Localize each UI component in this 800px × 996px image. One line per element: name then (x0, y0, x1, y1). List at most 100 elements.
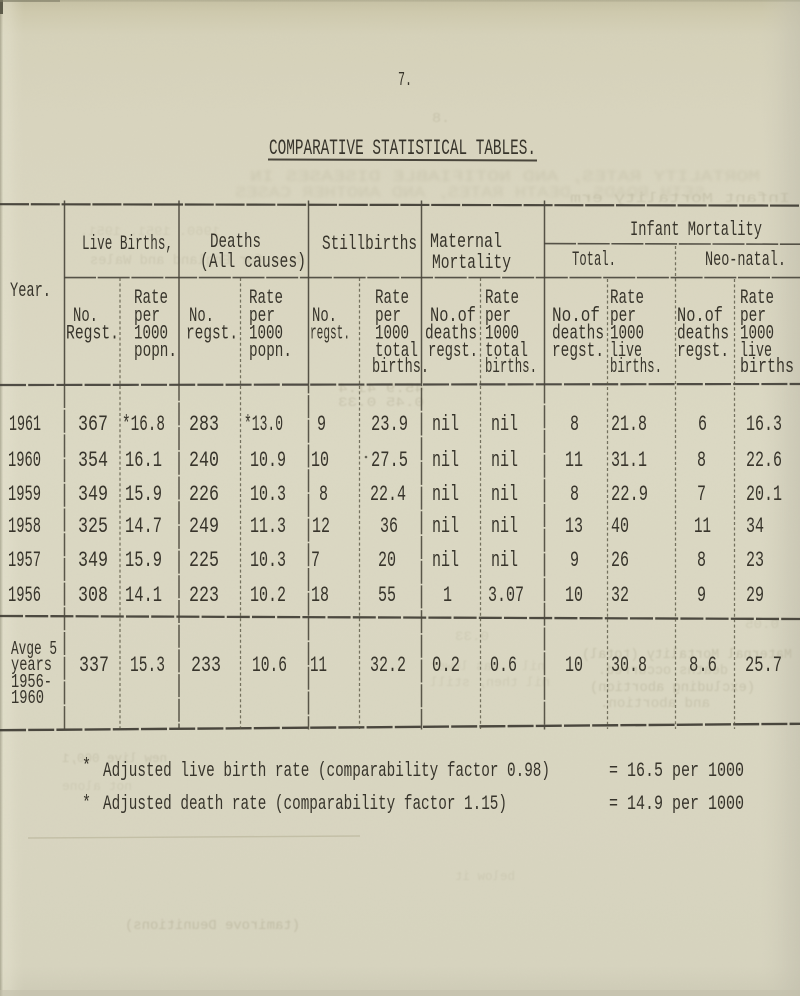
svg-text:Live Births,: Live Births, (82, 233, 173, 256)
svg-text:20: 20 (378, 548, 396, 573)
svg-text:15.3: 15.3 (130, 653, 165, 678)
svg-text:27.5: 27.5 (371, 448, 408, 473)
svg-text:349: 349 (78, 548, 108, 573)
svg-text:below it: below it (455, 869, 515, 884)
svg-text:21.8: 21.8 (611, 412, 647, 437)
svg-text:10: 10 (565, 653, 583, 678)
svg-text:MORTALITY RATES, AND NOTIFIABL: MORTALITY RATES, AND NOTIFIABLE DISEASES… (250, 168, 760, 186)
svg-text:Neo-natal.: Neo-natal. (705, 249, 786, 272)
svg-text:nil: nil (432, 448, 459, 473)
svg-text:20.1: 20.1 (746, 482, 782, 507)
svg-text:10.6: 10.6 (252, 653, 287, 678)
svg-text:14.7: 14.7 (125, 514, 162, 539)
svg-text:Adjusted death rate (comparabi: Adjusted death rate (comparability facto… (103, 793, 507, 816)
svg-text:1000: 1000 (610, 323, 644, 346)
svg-text:births.: births. (372, 356, 429, 379)
svg-text:1961: 1961 (9, 412, 41, 437)
svg-text:Stillbirths: Stillbirths (322, 233, 417, 256)
svg-text:Rate: Rate (134, 287, 168, 310)
svg-text:8: 8 (697, 448, 706, 473)
svg-text:total: total (485, 340, 528, 363)
svg-text:7: 7 (311, 548, 320, 573)
svg-text:11.3: 11.3 (250, 514, 286, 539)
svg-text:No.: No. (189, 305, 214, 328)
svg-text:354: 354 (78, 448, 108, 473)
svg-text:new live 000,1: new live 000,1 (62, 751, 167, 766)
svg-text:per: per (610, 305, 636, 328)
svg-text:32: 32 (611, 583, 629, 608)
svg-text:23: 23 (746, 548, 764, 573)
svg-text:1958: 1958 (8, 514, 41, 539)
svg-text:*16.8: *16.8 (122, 412, 165, 437)
svg-text:nil: nil (432, 482, 459, 507)
svg-text:per: per (134, 305, 160, 328)
svg-text:.8: .8 (432, 111, 450, 127)
svg-text:Maternal Mortality (total): Maternal Mortality (total) (582, 647, 792, 663)
svg-text:22.6: 22.6 (746, 448, 782, 473)
svg-text:not alone: not alone (62, 779, 132, 794)
svg-text:No.of: No.of (677, 305, 723, 328)
svg-text:popn.: popn. (249, 340, 292, 363)
svg-text:1000: 1000 (134, 323, 168, 346)
svg-text:1000: 1000 (485, 323, 519, 346)
svg-text:12: 12 (312, 514, 330, 539)
svg-text:deaths: deaths (552, 323, 604, 346)
svg-text:(All causes): (All causes) (200, 251, 306, 274)
svg-text:1000: 1000 (375, 323, 409, 346)
svg-text:1957: 1957 (8, 548, 41, 573)
svg-text:per: per (740, 305, 766, 328)
svg-text:10.3: 10.3 (250, 482, 286, 507)
svg-text:live: live (610, 340, 642, 363)
svg-text:34: 34 (746, 514, 764, 539)
svg-text:Deaths: Deaths (210, 231, 261, 254)
svg-text:7: 7 (697, 482, 706, 507)
svg-text:8.6: 8.6 (689, 653, 717, 678)
svg-text:9: 9 (570, 548, 579, 573)
svg-text:8: 8 (319, 482, 328, 507)
svg-text:55: 55 (378, 583, 396, 608)
svg-text:1959: 1959 (8, 482, 41, 507)
svg-text:regst.: regst. (428, 340, 478, 363)
svg-text:29: 29 (746, 583, 764, 608)
svg-text:nil: nil (432, 412, 459, 437)
svg-text:308: 308 (78, 583, 108, 608)
svg-text:14.1: 14.1 (125, 583, 162, 608)
svg-text:10: 10 (565, 583, 583, 608)
svg-text:11: 11 (694, 514, 711, 539)
svg-text:years: years (11, 654, 52, 676)
svg-text:325: 325 (78, 514, 108, 539)
svg-text:nil then, still: nil then, still (430, 675, 550, 690)
svg-text:1000: 1000 (740, 323, 774, 346)
svg-text:30.8: 30.8 (611, 653, 647, 678)
svg-text:total: total (375, 340, 418, 363)
svg-text:11: 11 (565, 448, 583, 473)
svg-text:349: 349 (78, 482, 108, 507)
svg-text:283: 283 (189, 412, 219, 437)
svg-text:per: per (249, 305, 275, 328)
svg-text:8: 8 (697, 548, 706, 573)
svg-text:22.9: 22.9 (611, 482, 648, 507)
svg-text:Year.: Year. (10, 280, 51, 303)
svg-text:(excluding abortion): (excluding abortion) (590, 680, 755, 696)
svg-text:Mortality: Mortality (432, 252, 511, 275)
svg-text:3.07: 3.07 (488, 583, 524, 608)
svg-text:Rate for England and Wales: Rate for England and Wales (90, 253, 305, 269)
svg-text:8: 8 (570, 482, 579, 507)
svg-text:6: 6 (698, 412, 707, 437)
svg-text:233: 233 (191, 653, 221, 678)
svg-text:1960: 1960 (8, 448, 41, 473)
svg-text:10.2: 10.2 (250, 583, 286, 608)
svg-text:0.45 0.33: 0.45 0.33 (338, 395, 424, 410)
svg-text:nil: nil (491, 514, 518, 539)
svg-text:15.9: 15.9 (125, 548, 162, 573)
svg-text:9: 9 (697, 583, 706, 608)
svg-text:regst.: regst. (552, 340, 604, 363)
svg-text:deaths occurred.: deaths occurred. (598, 663, 728, 679)
svg-text:40: 40 (611, 514, 629, 539)
svg-text:Regst.: Regst. (66, 323, 119, 346)
svg-text:= 14.9 per 1000: = 14.9 per 1000 (609, 793, 744, 816)
svg-text:45.9 41.4: 45.9 41.4 (338, 381, 424, 396)
svg-text:0.2: 0.2 (432, 653, 460, 678)
svg-text:per: per (375, 305, 401, 328)
svg-text:deaths: deaths (677, 323, 729, 346)
